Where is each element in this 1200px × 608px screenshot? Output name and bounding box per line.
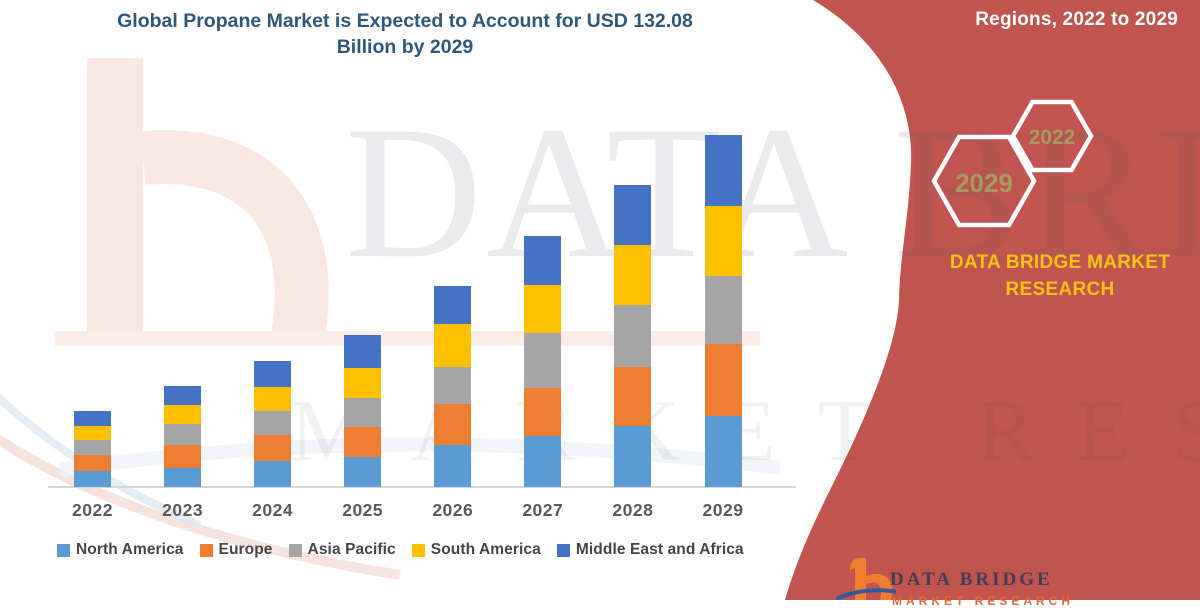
legend-item-europe: Europe bbox=[199, 541, 273, 559]
chart-title-line2: Billion by 2029 bbox=[336, 36, 474, 58]
bar-2024 bbox=[254, 361, 292, 487]
chart-title-line1: Global Propane Market is Expected to Acc… bbox=[117, 10, 693, 32]
chart-title: Global Propane Market is Expected to Acc… bbox=[10, 8, 800, 60]
bar-2027 bbox=[524, 235, 562, 487]
bar-segment-south-america bbox=[434, 324, 472, 367]
bar-segment-south-america bbox=[614, 244, 652, 306]
legend-label-north-america: North America bbox=[76, 541, 184, 558]
bar-segment-middle-east-and-africa bbox=[614, 185, 652, 245]
x-axis-label-2029: 2029 bbox=[702, 500, 744, 520]
logo-b-icon bbox=[836, 558, 896, 600]
legend-swatch-asia-pacific bbox=[288, 543, 302, 557]
bar-segment-asia-pacific bbox=[74, 440, 111, 455]
bar-segment-asia-pacific bbox=[614, 305, 652, 367]
bar-2025 bbox=[344, 335, 382, 487]
x-axis-line bbox=[48, 486, 796, 488]
legend-label-middle-east-and-africa: Middle East and Africa bbox=[575, 541, 744, 558]
legend-item-south-america: South America bbox=[411, 541, 541, 559]
watermark-stripe bbox=[55, 331, 760, 346]
bar-segment-south-america bbox=[344, 367, 382, 398]
legend-label-asia-pacific: Asia Pacific bbox=[307, 541, 396, 558]
bar-segment-middle-east-and-africa bbox=[74, 411, 111, 426]
bar-segment-south-america bbox=[524, 285, 562, 333]
data-bridge-logo: DATA BRIDGE MARKET RESEARCH bbox=[828, 552, 1188, 608]
bar-segment-middle-east-and-africa bbox=[434, 285, 472, 325]
bar-segment-europe bbox=[524, 387, 562, 436]
legend-swatch-middle-east-and-africa bbox=[556, 543, 570, 557]
legend-item-asia-pacific: Asia Pacific bbox=[288, 541, 396, 559]
bar-segment-europe bbox=[434, 404, 472, 446]
x-axis-label-2027: 2027 bbox=[522, 500, 564, 520]
bar-segment-north-america bbox=[434, 445, 472, 487]
logo-name-text: DATA BRIDGE bbox=[890, 569, 1053, 590]
legend-label-europe: Europe bbox=[218, 541, 273, 558]
bar-segment-south-america bbox=[704, 205, 742, 276]
bar-segment-asia-pacific bbox=[524, 332, 562, 388]
bar-segment-south-america bbox=[74, 425, 111, 441]
legend-swatch-south-america bbox=[411, 543, 425, 557]
bar-segment-europe bbox=[74, 454, 111, 471]
legend-item-north-america: North America bbox=[57, 541, 184, 559]
x-axis-label-2025: 2025 bbox=[342, 500, 384, 520]
bar-segment-north-america bbox=[74, 470, 111, 487]
bar-segment-south-america bbox=[254, 386, 292, 411]
legend-label-south-america: South America bbox=[430, 541, 541, 558]
x-axis-label-2028: 2028 bbox=[612, 500, 654, 520]
watermark-b-bowl bbox=[140, 130, 329, 341]
bar-2026 bbox=[434, 285, 472, 487]
bar-segment-middle-east-and-africa bbox=[524, 235, 562, 286]
watermark-arc-pink bbox=[0, 434, 401, 580]
legend-swatch-north-america bbox=[57, 543, 70, 557]
bar-segment-north-america bbox=[254, 460, 292, 487]
bar-segment-north-america bbox=[164, 468, 202, 487]
bar-2022 bbox=[74, 411, 111, 487]
bar-segment-asia-pacific bbox=[254, 410, 292, 435]
bar-segment-europe bbox=[164, 445, 202, 469]
watermark-arc-light bbox=[58, 437, 781, 477]
x-axis-label-2023: 2023 bbox=[162, 500, 204, 520]
bar-segment-europe bbox=[614, 366, 652, 426]
bar-segment-europe bbox=[344, 426, 382, 458]
bar-segment-asia-pacific bbox=[704, 275, 742, 345]
x-axis-label-2022: 2022 bbox=[72, 500, 113, 520]
bar-segment-asia-pacific bbox=[344, 397, 382, 427]
logo-sub-text: MARKET RESEARCH bbox=[892, 594, 1075, 608]
legend-swatch-europe bbox=[199, 543, 213, 557]
bar-segment-middle-east-and-africa bbox=[164, 386, 202, 406]
chart-legend: North America Europe Asia Pacific South Ame… bbox=[57, 541, 744, 559]
bar-segment-asia-pacific bbox=[164, 424, 202, 446]
bar-segment-europe bbox=[254, 434, 292, 461]
bar-2023 bbox=[164, 386, 202, 487]
x-axis-label-2024: 2024 bbox=[252, 500, 294, 520]
bar-segment-europe bbox=[704, 344, 742, 416]
bar-segment-middle-east-and-africa bbox=[254, 361, 292, 387]
bar-segment-asia-pacific bbox=[434, 366, 472, 405]
bar-segment-south-america bbox=[164, 405, 202, 425]
legend-item-middle-east-and-africa: Middle East and Africa bbox=[556, 541, 744, 559]
x-axis-label-2026: 2026 bbox=[432, 500, 474, 520]
bar-segment-north-america bbox=[344, 457, 382, 487]
bar-segment-middle-east-and-africa bbox=[344, 335, 382, 368]
bar-segment-north-america bbox=[704, 415, 742, 487]
bar-segment-north-america bbox=[614, 425, 652, 487]
bar-2029 bbox=[704, 134, 742, 487]
bar-segment-north-america bbox=[524, 435, 562, 487]
bar-segment-middle-east-and-africa bbox=[704, 134, 742, 206]
bar-2028 bbox=[614, 185, 652, 487]
